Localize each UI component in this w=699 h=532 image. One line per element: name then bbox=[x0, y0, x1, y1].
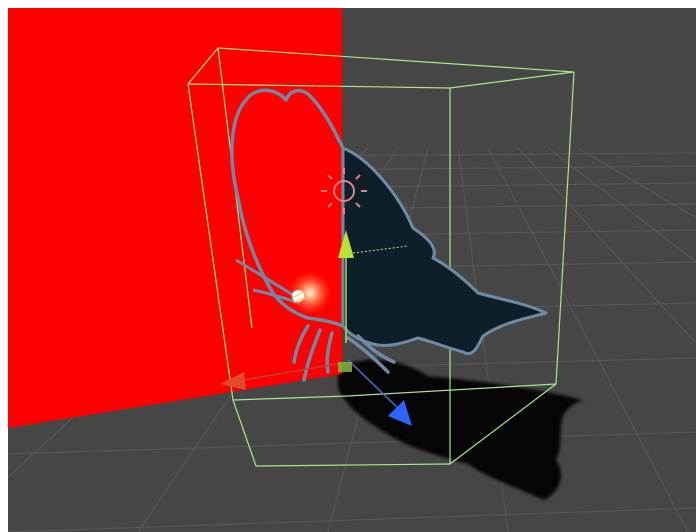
bounds-box bbox=[187, 47, 575, 467]
scene-viewport[interactable] bbox=[8, 8, 696, 532]
move-gizmo-x-axis bbox=[243, 362, 343, 381]
scene-canvas[interactable] bbox=[8, 8, 696, 532]
point-light-icon[interactable] bbox=[291, 290, 306, 303]
point-light-glow bbox=[288, 271, 332, 315]
butterfly-wing-outline[interactable] bbox=[230, 88, 345, 328]
directional-light-icon[interactable] bbox=[321, 168, 367, 214]
move-gizmo-center-handle[interactable] bbox=[338, 362, 352, 372]
move-gizmo-z-arrow[interactable] bbox=[388, 400, 412, 426]
butterfly-legs bbox=[292, 324, 396, 382]
move-gizmo-y-arrow[interactable] bbox=[338, 230, 354, 258]
selection-guide bbox=[352, 245, 409, 254]
red-plane[interactable] bbox=[8, 8, 342, 428]
butterfly-wing-dark[interactable] bbox=[341, 146, 548, 355]
red-plane-grid bbox=[8, 155, 343, 319]
move-gizmo-z-axis bbox=[347, 359, 401, 411]
butterfly-shadow bbox=[338, 359, 583, 500]
move-gizmo[interactable] bbox=[220, 230, 412, 426]
move-gizmo-x-arrow[interactable] bbox=[220, 372, 246, 390]
